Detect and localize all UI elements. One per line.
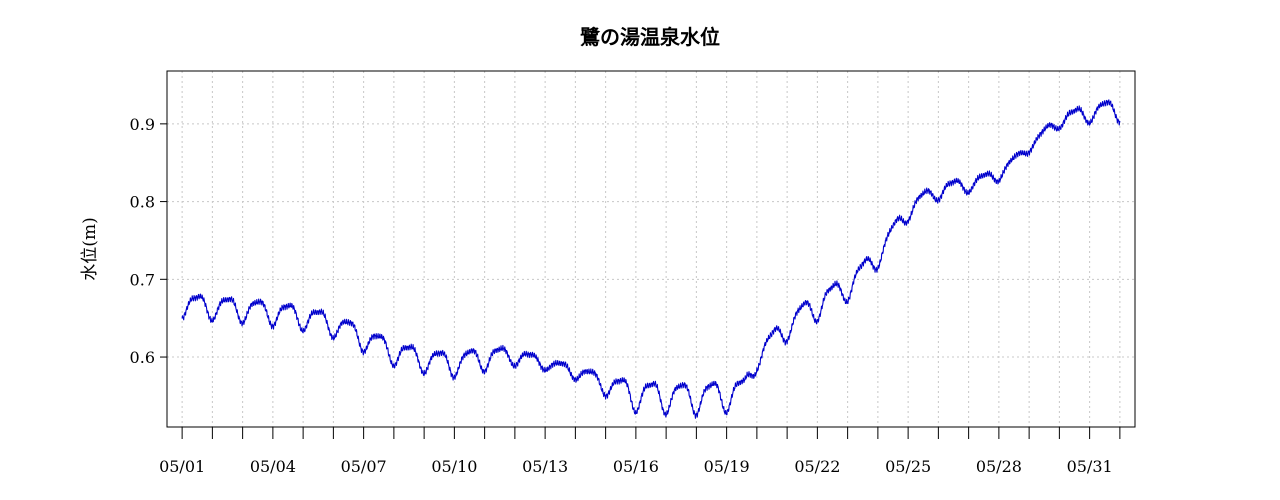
y-tick-label: 0.6 — [130, 348, 155, 367]
water-level-line — [181, 99, 1121, 419]
y-tick-label: 0.8 — [130, 193, 155, 212]
y-axis-label: 水位(m) — [80, 217, 100, 280]
x-tick-label: 05/31 — [1067, 457, 1113, 476]
chart-title: 鷺の湯温泉水位 — [580, 25, 720, 49]
x-tick-label: 05/16 — [613, 457, 659, 476]
x-tick-label: 05/10 — [431, 457, 477, 476]
y-tick-label: 0.9 — [130, 115, 155, 134]
x-tick-label: 05/22 — [794, 457, 840, 476]
x-tick-label: 05/25 — [885, 457, 931, 476]
x-tick-label: 05/19 — [704, 457, 750, 476]
grid — [167, 71, 1135, 427]
series-layer — [181, 99, 1121, 419]
x-tick-label: 05/01 — [159, 457, 205, 476]
plot-frame — [166, 70, 1136, 428]
x-tick-label: 05/13 — [522, 457, 568, 476]
y-tick-label: 0.7 — [130, 270, 155, 289]
x-tick-label: 05/04 — [250, 457, 296, 476]
y-axis: 0.6 0.7 0.8 0.9 — [130, 115, 167, 367]
x-tick-label: 05/28 — [976, 457, 1022, 476]
x-tick-label: 05/07 — [341, 457, 387, 476]
x-axis: 05/01 05/04 05/07 05/10 05/13 05/16 05/19 05/22… — [159, 427, 1121, 476]
